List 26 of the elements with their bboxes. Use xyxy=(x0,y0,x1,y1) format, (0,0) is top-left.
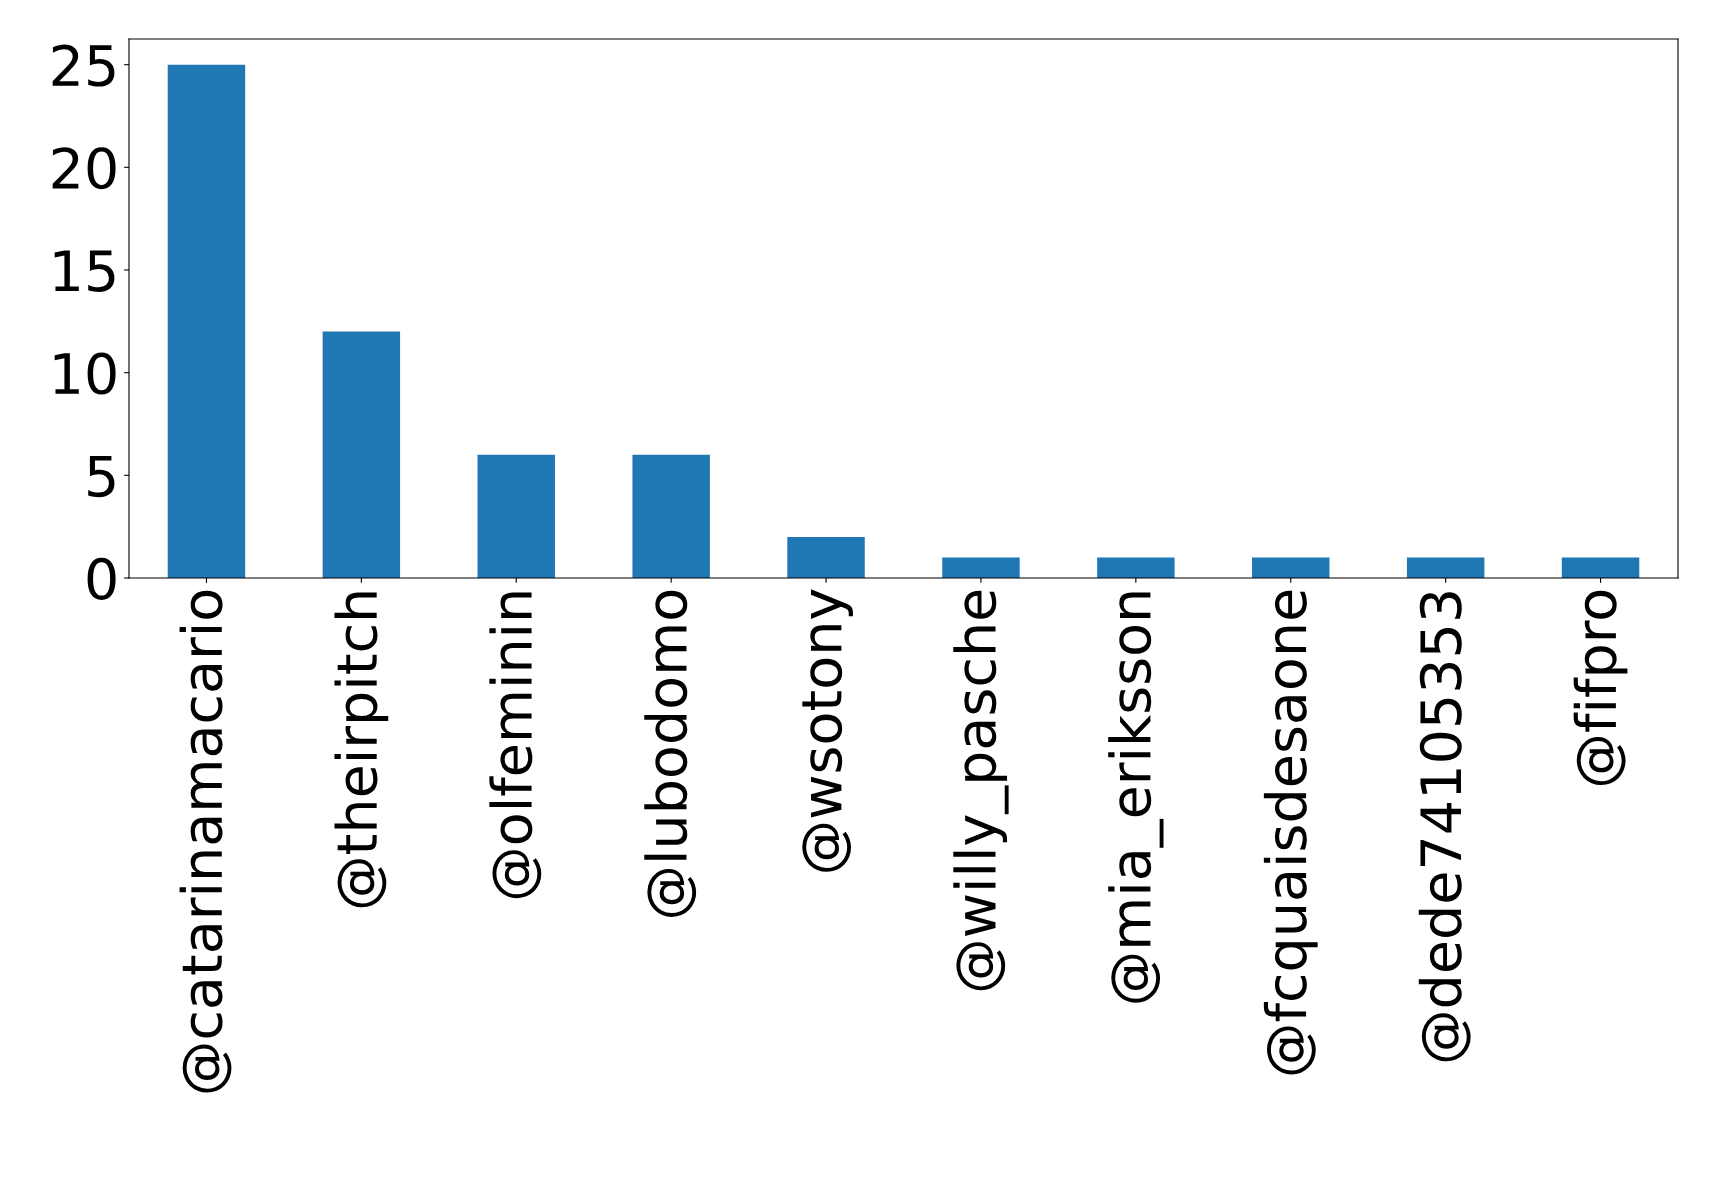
y-tick-label: 25 xyxy=(52,44,115,87)
x-tick-label: @lubodomo xyxy=(644,590,697,917)
x-tick-label: @olfeminin xyxy=(489,592,542,899)
x-tick-label: @fifpro xyxy=(1573,590,1628,786)
bar xyxy=(1561,557,1640,578)
y-tick-label: 5 xyxy=(88,455,115,498)
x-tick-label: @wsotony xyxy=(802,589,853,872)
bar xyxy=(942,557,1020,578)
bar xyxy=(322,331,401,578)
x-tick-label: @fcquaisdesaone xyxy=(1263,590,1318,1075)
bar xyxy=(1252,557,1330,578)
x-tick-label: @theirpitch xyxy=(334,592,389,908)
bar xyxy=(167,64,246,578)
x-tick-label: @willy_pasche xyxy=(953,590,1009,991)
x-tick-label: @mia_eriksson xyxy=(1108,592,1164,1003)
y-tick-label: 0 xyxy=(87,557,116,600)
bar xyxy=(1406,557,1485,578)
bar xyxy=(1097,557,1175,578)
y-tick-label: 15 xyxy=(54,250,115,292)
bar xyxy=(632,454,710,578)
bar xyxy=(477,454,555,578)
x-tick-label: @dede74105353 xyxy=(1418,592,1471,1062)
y-tick-label: 20 xyxy=(52,147,116,190)
bar xyxy=(787,536,865,578)
x-tick-label: @catarinamacario xyxy=(179,590,232,1093)
y-tick-label: 10 xyxy=(54,352,116,395)
